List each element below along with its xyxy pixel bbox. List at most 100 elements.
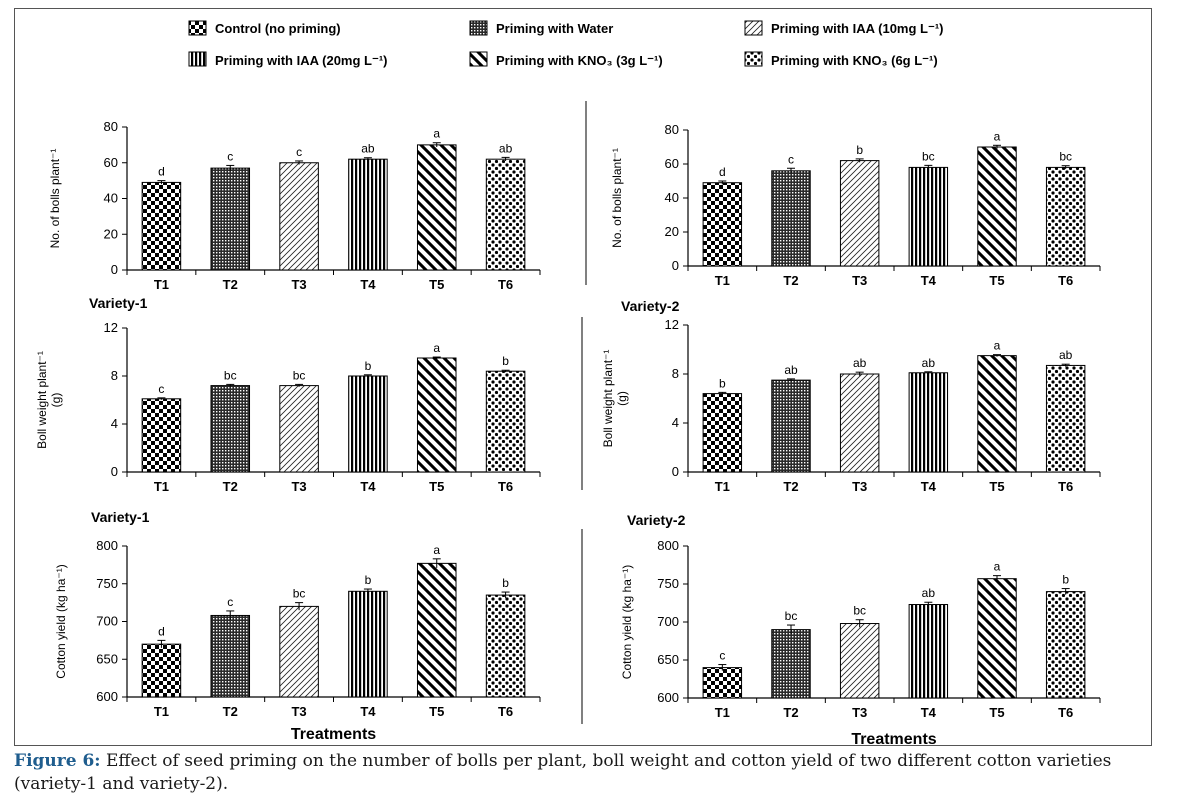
bar-t4 <box>908 604 949 699</box>
chart-bolls-variety-2: 0 20 40 60 80 d T1 c T2 b T3 bc T4 a T5 bc T6 No. of boll… <box>610 122 1101 288</box>
bar-t4 <box>348 590 388 698</box>
significance-letter: bc <box>1059 150 1072 164</box>
category-label: T6 <box>498 479 513 494</box>
bar-t5 <box>416 144 457 271</box>
legend-label-control: Control (no priming) <box>215 21 341 36</box>
y-axis-label: No. of bolls plant⁻¹ <box>610 148 624 248</box>
category-label: T6 <box>1058 705 1073 720</box>
y-tick-label: 0 <box>672 464 679 479</box>
chart-boll-weight-variety-1: 0 4 8 12 c T1 bc T2 bc T3 b T4 a T5 b T6 Boll weight pla… <box>35 295 541 494</box>
y-tick-label: 80 <box>665 122 679 137</box>
y-tick-label: 650 <box>657 652 679 667</box>
significance-letter: b <box>719 376 726 390</box>
significance-letter: ab <box>922 586 936 600</box>
chart-title: Variety-1 <box>91 509 150 525</box>
significance-letter: bc <box>224 368 237 382</box>
category-label: T5 <box>989 479 1004 494</box>
bar-t2 <box>210 385 251 473</box>
significance-letter: b <box>365 573 372 587</box>
legend-swatch-kno3-3 <box>469 51 488 67</box>
chart-title: Variety-2 <box>621 298 680 314</box>
legend-swatch-kno3-6 <box>744 51 763 67</box>
category-label: T4 <box>921 479 937 494</box>
category-label: T2 <box>223 704 238 719</box>
category-label: T4 <box>360 704 376 719</box>
y-axis-label: Cotton yield (kg ha⁻¹) <box>620 565 634 679</box>
category-label: T6 <box>498 277 513 292</box>
y-tick-label: 0 <box>111 262 118 277</box>
category-label: T4 <box>360 479 376 494</box>
significance-letter: bc <box>922 149 935 163</box>
significance-letter: a <box>994 339 1001 353</box>
significance-letter: c <box>296 145 302 159</box>
bar-t4 <box>348 158 388 271</box>
figure-canvas: Control (no priming) Priming with Water … <box>35 20 1101 745</box>
y-tick-label: 0 <box>672 258 679 273</box>
significance-letter: d <box>158 624 165 638</box>
bar-t4 <box>908 372 949 473</box>
category-label: T6 <box>1058 273 1073 288</box>
chart-title: Variety-1 <box>89 295 148 311</box>
bar-t1 <box>702 393 743 473</box>
chart-title: Variety-2 <box>627 512 686 528</box>
significance-letter: b <box>1062 573 1069 587</box>
y-tick-label: 750 <box>96 576 118 591</box>
significance-letter: a <box>433 543 440 557</box>
category-label: T3 <box>291 479 306 494</box>
significance-letter: d <box>719 165 726 179</box>
category-label: T4 <box>921 705 937 720</box>
category-label: T6 <box>498 704 513 719</box>
category-label: T1 <box>154 479 169 494</box>
bar-t2 <box>210 614 251 698</box>
y-tick-label: 700 <box>657 614 679 629</box>
category-label: T3 <box>852 705 867 720</box>
y-tick-label: 0 <box>111 464 118 479</box>
significance-letter: c <box>158 382 164 396</box>
significance-letter: a <box>994 129 1001 143</box>
significance-letter: b <box>856 143 863 157</box>
y-axis-label: Boll weight plant⁻¹ <box>35 351 49 449</box>
legend-label-kno3-3: Priming with KNO₃ (3g L⁻¹) <box>496 53 663 68</box>
category-label: T3 <box>291 277 306 292</box>
significance-letter: ab <box>1059 348 1073 362</box>
y-tick-label: 700 <box>96 614 118 629</box>
bar-t5 <box>416 562 457 698</box>
bar-t1 <box>141 643 182 698</box>
legend-label-kno3-6: Priming with KNO₃ (6g L⁻¹) <box>771 53 938 68</box>
significance-letter: b <box>502 576 509 590</box>
significance-letter: c <box>227 595 233 609</box>
chart-cotton-yield-variety-1: 600 650 700 750 800 d T1 c T2 bc T3 b T4 a T5 b T6 Cotton… <box>54 509 541 743</box>
significance-letter: bc <box>853 604 866 618</box>
bar-t6 <box>485 370 526 473</box>
x-axis-label: Treatments <box>291 726 376 743</box>
category-label: T3 <box>852 273 867 288</box>
bar-t5 <box>416 357 457 473</box>
significance-letter: ab <box>922 356 936 370</box>
significance-letter: d <box>158 165 165 179</box>
y-tick-label: 600 <box>657 690 679 705</box>
legend-swatch-iaa10 <box>744 20 763 36</box>
significance-letter: c <box>788 152 794 166</box>
y-tick-label: 20 <box>104 226 118 241</box>
category-label: T5 <box>429 479 444 494</box>
bar-t1 <box>141 181 182 271</box>
y-tick-label: 12 <box>665 317 679 332</box>
bar-t5 <box>977 578 1017 699</box>
category-label: T6 <box>1058 479 1073 494</box>
y-tick-label: 40 <box>104 191 118 206</box>
significance-letter: a <box>994 560 1001 574</box>
bar-t4 <box>348 375 388 473</box>
significance-letter: ab <box>361 142 375 156</box>
legend-label-iaa20: Priming with IAA (20mg L⁻¹) <box>215 53 388 68</box>
y-axis-label: Boll weight plant⁻¹ <box>601 350 615 448</box>
y-tick-label: 800 <box>96 538 118 553</box>
y-tick-label: 800 <box>657 538 679 553</box>
legend-label-iaa10: Priming with IAA (10mg L⁻¹) <box>771 21 944 36</box>
bar-t6 <box>1045 166 1086 267</box>
significance-letter: ab <box>853 356 867 370</box>
legend-item-kno3-6: Priming with KNO₃ (6g L⁻¹) <box>744 51 938 68</box>
bar-t6 <box>1045 364 1086 473</box>
bar-t2 <box>210 167 251 271</box>
y-tick-label: 40 <box>665 190 679 205</box>
significance-letter: ab <box>784 363 798 377</box>
